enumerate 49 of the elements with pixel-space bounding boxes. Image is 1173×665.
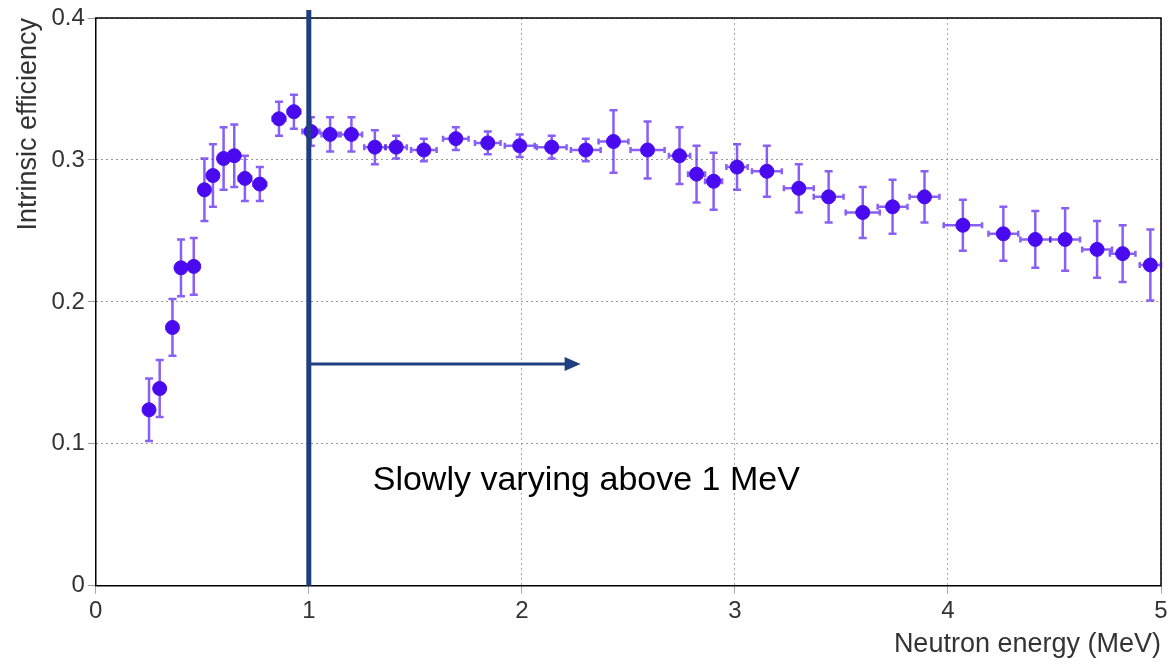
point	[791, 180, 807, 196]
annotation: Slowly varying above 1 MeV	[372, 459, 801, 498]
point	[1142, 257, 1158, 273]
point	[578, 142, 594, 158]
point	[416, 142, 432, 158]
point	[186, 258, 202, 274]
point	[729, 159, 745, 175]
point	[1115, 246, 1131, 262]
point	[640, 142, 656, 158]
y-tick-label: 0.1	[51, 428, 85, 456]
x-tick-label: 3	[728, 595, 742, 623]
x-tick-label: 1	[302, 595, 316, 623]
point	[885, 199, 901, 215]
point	[480, 135, 496, 151]
point	[605, 134, 621, 149]
x-tick-label: 4	[941, 595, 955, 623]
point	[152, 380, 168, 396]
y-tick-label: 0	[71, 570, 85, 598]
point	[821, 189, 837, 205]
x-tick-label: 5	[1154, 595, 1168, 623]
point	[1089, 241, 1105, 257]
point	[955, 217, 971, 233]
point	[367, 139, 383, 155]
point	[226, 148, 242, 164]
point	[759, 163, 775, 179]
point	[1057, 231, 1073, 247]
y-tick-label: 0.3	[51, 144, 85, 172]
point	[1027, 231, 1043, 247]
y-tick-label: 0.2	[51, 286, 85, 314]
point	[855, 204, 871, 220]
point	[672, 148, 688, 164]
point	[286, 104, 302, 120]
point	[173, 260, 189, 276]
point	[205, 168, 221, 184]
point	[164, 319, 180, 335]
point	[141, 402, 157, 418]
x-tick-label: 2	[515, 595, 529, 623]
point	[448, 131, 464, 147]
point	[196, 182, 212, 198]
y-axis-title: Intrinsic efficiency	[11, 17, 42, 231]
point	[917, 189, 933, 205]
point	[388, 139, 404, 155]
point	[343, 126, 359, 142]
x-tick-label: 0	[89, 595, 103, 623]
point	[995, 226, 1011, 242]
y-tick-label: 0.4	[51, 2, 85, 30]
point	[544, 139, 560, 155]
x-axis-title: Neutron energy (MeV)	[893, 628, 1161, 659]
point	[512, 138, 528, 154]
